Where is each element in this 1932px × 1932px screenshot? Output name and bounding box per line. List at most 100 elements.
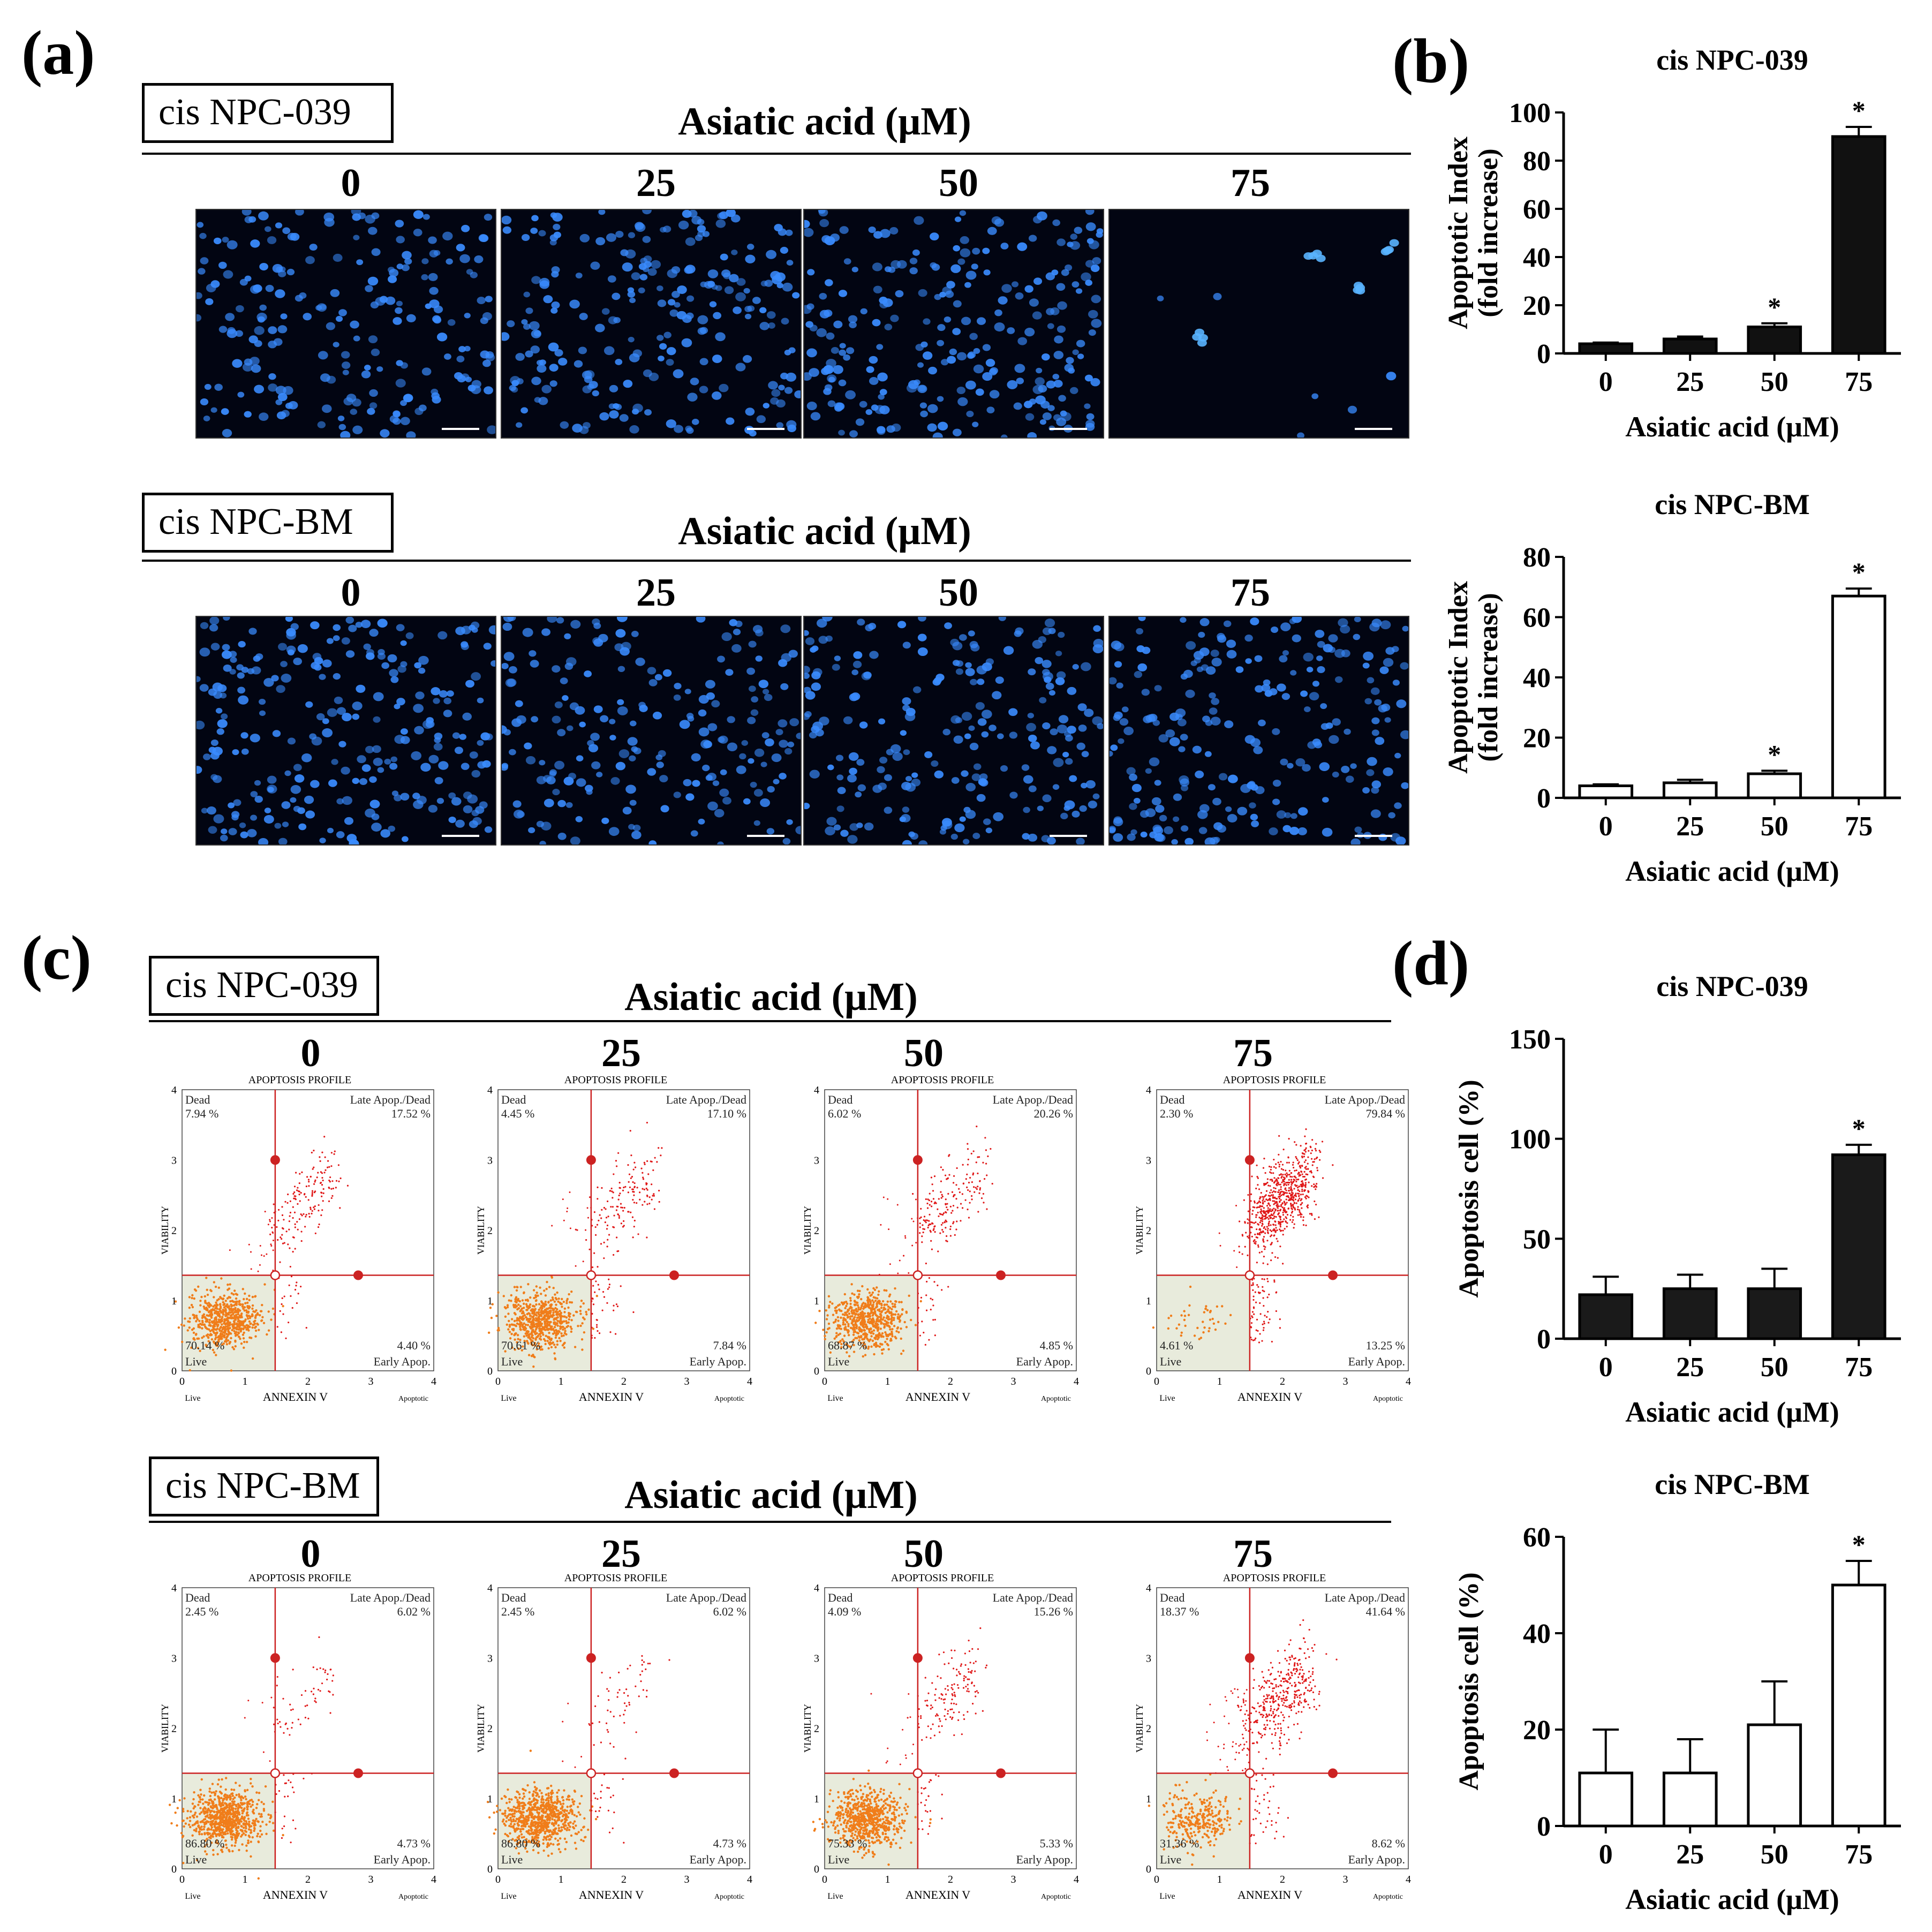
nucleus (310, 780, 320, 788)
live-cell-dot (1217, 1320, 1220, 1324)
plot-frame (497, 1089, 750, 1371)
nucleus (1024, 285, 1033, 293)
nucleus (953, 735, 963, 744)
nucleus (1032, 311, 1042, 320)
late-apoptotic-dot (966, 1186, 968, 1188)
live-cell-dot (847, 1323, 850, 1326)
nucleus (539, 841, 546, 844)
live-cell-dot (557, 1300, 560, 1303)
live-cell-dot (251, 1307, 254, 1310)
nucleus (595, 237, 606, 246)
gate-right-handle[interactable] (353, 1270, 363, 1280)
late-apoptotic-dot (1304, 1182, 1307, 1184)
early-apoptotic-dot (606, 1302, 608, 1304)
nucleus (1048, 628, 1056, 635)
gate-center-handle[interactable] (912, 1270, 923, 1280)
gate-right-handle[interactable] (996, 1270, 1006, 1280)
nucleus (839, 226, 849, 234)
live-cell-dot (881, 1343, 884, 1346)
late-apoptotic-dot (1294, 1209, 1296, 1211)
live-cell-dot (881, 1318, 884, 1321)
nucleus (827, 764, 834, 771)
late-apoptotic-dot (1282, 1174, 1284, 1176)
late-apoptotic-dot (946, 1235, 948, 1237)
nucleus (579, 313, 588, 320)
live-cell-dot (203, 1295, 207, 1298)
nucleus (905, 782, 916, 792)
nucleus (722, 797, 731, 805)
late-apoptotic-dot (1290, 1193, 1292, 1195)
live-cell-dot (535, 1303, 538, 1306)
live-cell-dot (846, 1351, 848, 1354)
nucleus (305, 810, 315, 819)
late-apoptotic-dot (1269, 1217, 1271, 1219)
live-cell-dot (226, 1305, 229, 1308)
nucleus (900, 730, 907, 736)
late-apoptotic-dot (945, 1198, 947, 1201)
late-apoptotic-dot (1303, 1161, 1306, 1163)
late-apoptotic-dot (960, 1203, 962, 1205)
nucleus (1317, 640, 1325, 648)
nucleus (1401, 782, 1408, 789)
nucleus (467, 794, 478, 804)
nucleus (400, 400, 407, 406)
late-apoptotic-dot (1263, 1236, 1265, 1238)
nucleus (1086, 413, 1095, 420)
nucleus (197, 222, 204, 228)
gate-center-handle[interactable] (586, 1270, 597, 1280)
live-cell-dot (544, 1325, 547, 1327)
gate-top-handle[interactable] (270, 1155, 280, 1165)
gate-top-handle[interactable] (912, 1155, 923, 1165)
y-tick-label: 1 (171, 1295, 177, 1307)
late-apoptotic-dot (319, 1160, 321, 1162)
live-cell-dot (202, 1305, 205, 1308)
late-apoptotic-dot (644, 1163, 646, 1165)
live-cell-dot (229, 1314, 232, 1317)
live-cell-dot (551, 1296, 554, 1299)
nucleus (782, 282, 793, 292)
live-cell-dot (852, 1317, 855, 1320)
late-apoptotic-dot (940, 1197, 942, 1199)
late-apoptotic-dot (934, 1231, 936, 1233)
live-cell-dot (529, 1325, 532, 1328)
live-cell-dot (553, 1332, 556, 1334)
late-apoptotic-dot (920, 1216, 922, 1218)
live-cell-dot (208, 1303, 212, 1306)
late-apoptotic-dot (1269, 1204, 1271, 1207)
late-apoptotic-dot (613, 1214, 615, 1217)
nucleus (334, 696, 343, 704)
live-cell-dot (197, 1285, 200, 1288)
nucleus (1126, 767, 1136, 775)
nucleus (918, 840, 928, 844)
nucleus (922, 351, 933, 360)
nucleus (431, 687, 441, 696)
live-cell-dot (246, 1301, 249, 1304)
nucleus (933, 677, 942, 684)
late-apoptotic-dot (1251, 1221, 1254, 1224)
nucleus (461, 224, 470, 232)
gate-top-handle[interactable] (586, 1155, 596, 1165)
live-cell-dot (239, 1338, 242, 1340)
late-apoptotic-dot (289, 1247, 291, 1249)
live-cell-dot (509, 1337, 512, 1340)
nucleus (529, 321, 540, 330)
nucleus (673, 369, 684, 379)
live-cell-dot (519, 1305, 522, 1308)
nucleus (341, 351, 350, 359)
nucleus (726, 210, 736, 217)
x-tick-label: 3 (368, 1376, 374, 1387)
nucleus (254, 795, 263, 803)
late-apoptotic-dot (1263, 1158, 1265, 1160)
late-apoptotic-dot (946, 1203, 948, 1205)
nucleus (257, 316, 265, 323)
live-cell-dot (540, 1329, 543, 1331)
late-apoptotic-dot (1268, 1215, 1270, 1217)
nucleus (631, 272, 640, 281)
live-cell-dot (888, 1333, 892, 1336)
live-cell-dot (213, 1342, 216, 1345)
gate-right-handle[interactable] (669, 1270, 679, 1280)
gate-center-handle[interactable] (270, 1270, 281, 1280)
nucleus (775, 272, 786, 282)
late-apoptotic-dot (940, 1166, 942, 1168)
nucleus (1092, 644, 1103, 653)
